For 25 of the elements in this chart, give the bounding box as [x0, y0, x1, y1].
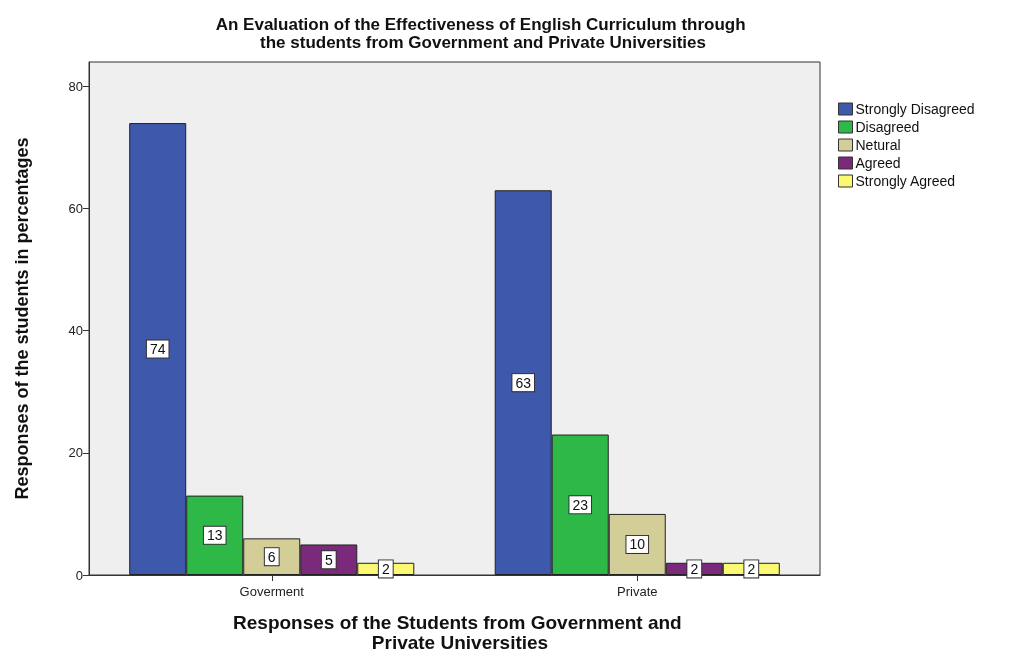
legend-label: Netural: [855, 137, 901, 153]
data-label: 2: [747, 560, 756, 577]
y-tick-label: 20: [68, 445, 83, 461]
legend-label: Strongly Agreed: [855, 173, 956, 189]
chart-title: An Evaluation of the Effectiveness of English Curriculum through the students from Government and Private Universities: [215, 14, 751, 52]
x-tick-label: Goverment: [239, 584, 305, 599]
data-label: 63: [515, 374, 532, 391]
y-tick-label: 80: [68, 78, 83, 94]
data-label: 2: [381, 560, 390, 577]
data-label: 10: [629, 536, 646, 553]
legend-label: Disagreed: [855, 119, 920, 135]
legend-label: Agreed: [855, 155, 901, 171]
x-axis-title: Responses of the Students from Government and Private Universities: [233, 611, 687, 653]
data-label: 5: [324, 551, 333, 568]
data-label: 6: [267, 548, 276, 565]
y-tick-label: 40: [68, 323, 83, 339]
data-label: 23: [572, 496, 589, 513]
y-tick-label: 60: [68, 201, 83, 217]
y-tick-label: 0: [75, 567, 83, 583]
data-label: 13: [206, 527, 223, 544]
legend-label: Strongly Disagreed: [855, 101, 975, 117]
data-label: 74: [149, 341, 166, 358]
data-label: 2: [690, 560, 699, 577]
y-axis-title: Responses of the students in percentages: [12, 137, 32, 500]
x-tick-label: Private: [617, 584, 658, 599]
